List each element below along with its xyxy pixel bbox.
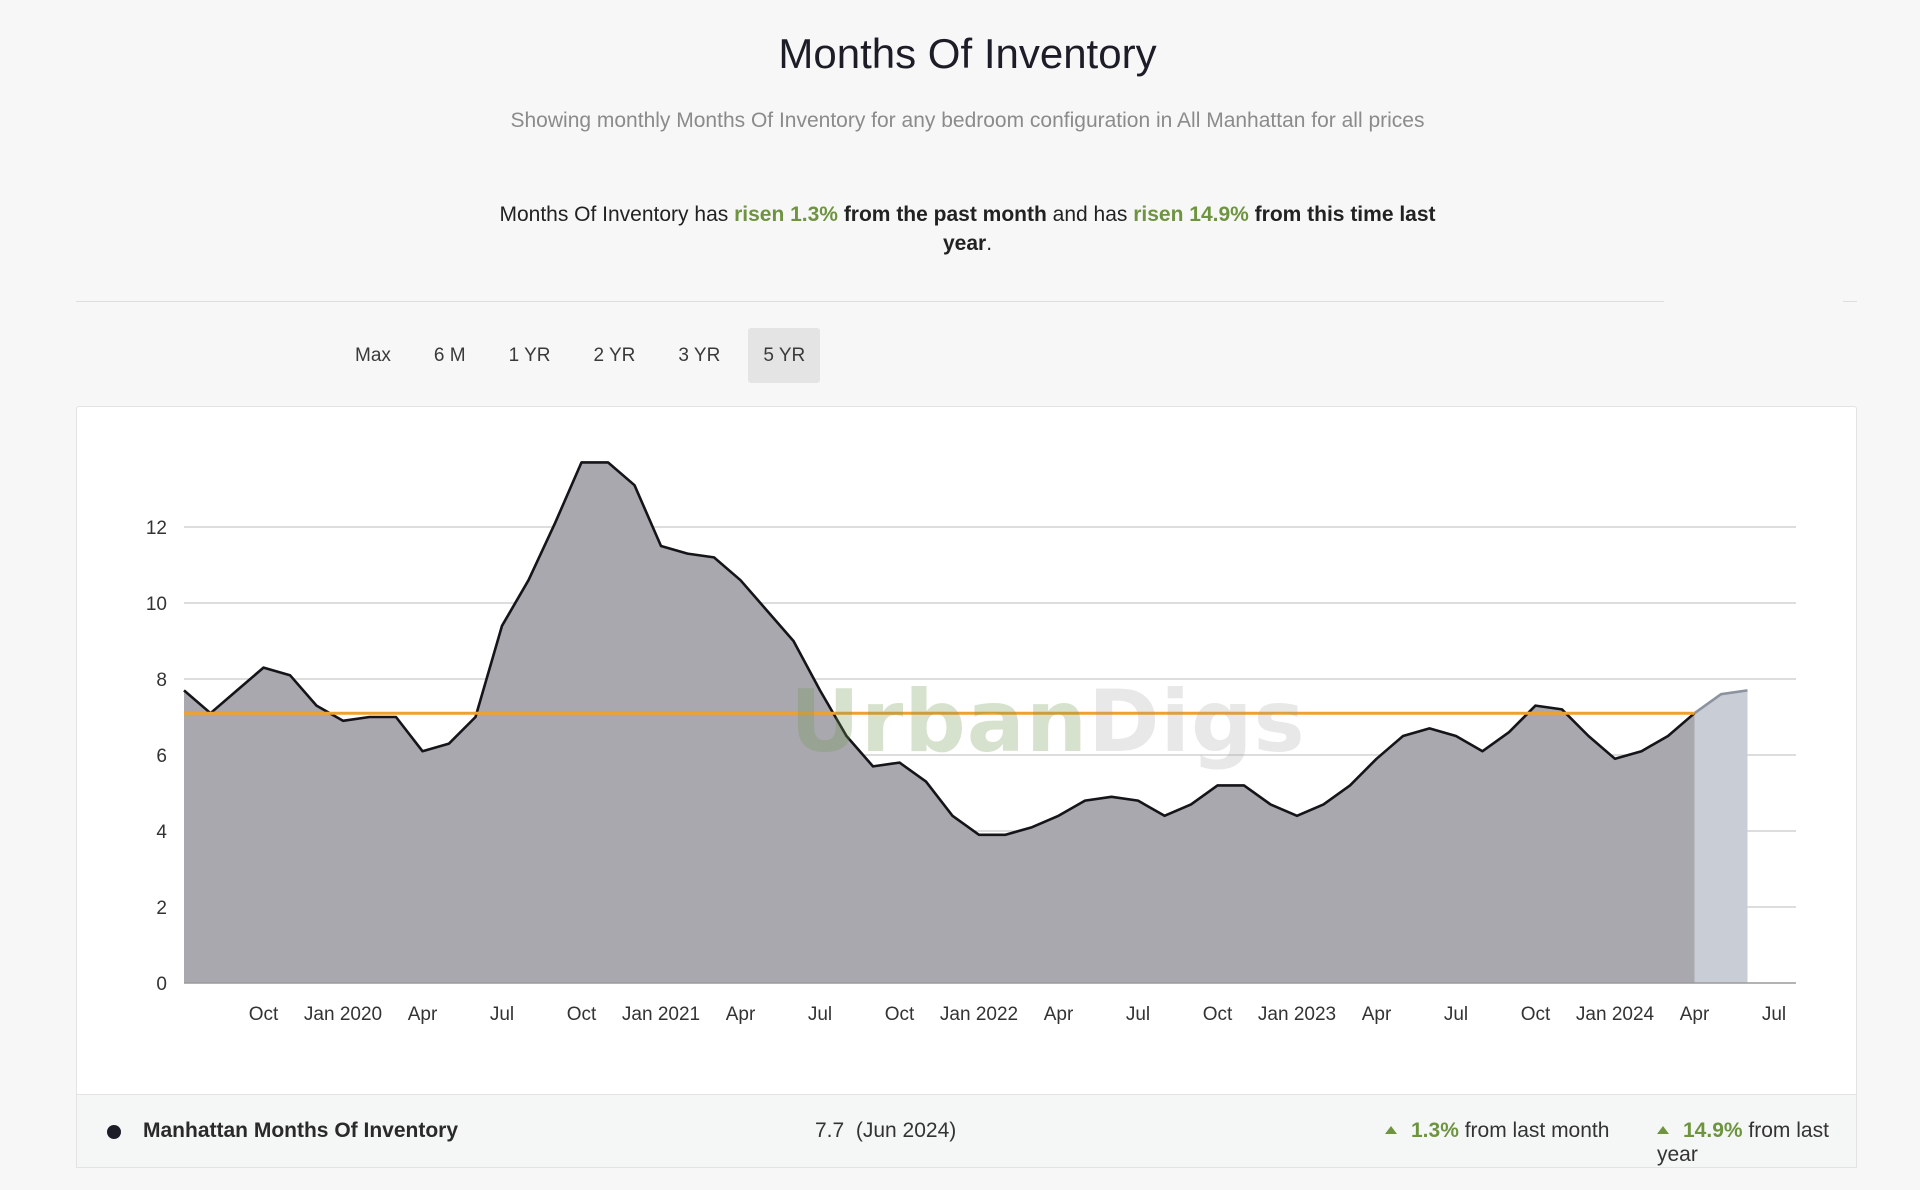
x-tick-label: Jan 2024 xyxy=(1576,1004,1655,1025)
watermark-part-1: Urban xyxy=(790,672,1089,772)
watermark-part-2: Digs xyxy=(1088,672,1306,772)
x-tick-label: Jul xyxy=(1762,1004,1786,1025)
tab-5yr[interactable]: 5 YR xyxy=(748,328,821,383)
x-tick-label: Jan 2022 xyxy=(940,1004,1018,1025)
x-tick-label: Jul xyxy=(490,1004,514,1025)
summary-period-month: from the past month xyxy=(837,203,1047,226)
y-tick-label: 0 xyxy=(156,974,167,995)
legend-series-name[interactable]: Manhattan Months Of Inventory xyxy=(143,1119,458,1142)
legend-month-change: 1.3% from last month xyxy=(1385,1119,1609,1143)
x-tick-label: Apr xyxy=(726,1004,756,1025)
legend-month-text: from last month xyxy=(1464,1119,1610,1142)
x-tick-label: Jan 2020 xyxy=(304,1004,382,1025)
y-tick-label: 8 xyxy=(156,670,167,691)
legend-month-pct: 1.3% xyxy=(1411,1119,1459,1142)
tab-6m[interactable]: 6 M xyxy=(433,345,466,366)
y-tick-label: 6 xyxy=(156,746,167,767)
legend-current-value: 7.7 (Jun 2024) xyxy=(815,1119,956,1143)
month-change-text: risen 1.3% xyxy=(734,203,838,226)
legend-value-date: (Jun 2024) xyxy=(855,1119,957,1142)
x-tick-label: Apr xyxy=(408,1004,438,1025)
x-tick-label: Apr xyxy=(1362,1004,1392,1025)
tab-2yr[interactable]: 2 YR xyxy=(593,345,636,366)
up-triangle-icon xyxy=(1385,1126,1397,1134)
change-summary: Months Of Inventory has risen 1.3% from … xyxy=(490,200,1445,258)
tab-max[interactable]: Max xyxy=(355,345,391,366)
y-tick-label: 12 xyxy=(146,518,167,539)
summary-text: Months Of Inventory has xyxy=(499,203,735,226)
tab-3yr[interactable]: 3 YR xyxy=(678,345,721,366)
legend-value: 7.7 xyxy=(815,1119,845,1142)
x-tick-label: Apr xyxy=(1044,1004,1074,1025)
x-tick-label: Jan 2023 xyxy=(1258,1004,1336,1025)
x-tick-label: Jul xyxy=(1126,1004,1150,1025)
series-dot-icon xyxy=(107,1125,121,1139)
page-title: Months Of Inventory xyxy=(778,30,1157,77)
y-tick-label: 4 xyxy=(156,822,167,843)
header-divider-right xyxy=(1843,301,1857,302)
legend-year-change: 14.9% from last year xyxy=(1657,1119,1856,1167)
x-tick-label: Apr xyxy=(1680,1004,1710,1025)
x-tick-label: Jul xyxy=(808,1004,832,1025)
y-tick-label: 10 xyxy=(146,594,167,615)
page-subtitle: Showing monthly Months Of Inventory for … xyxy=(510,109,1425,132)
legend-bar: Manhattan Months Of Inventory 7.7 (Jun 2… xyxy=(76,1094,1857,1168)
x-tick-label: Oct xyxy=(567,1004,597,1025)
x-tick-label: Oct xyxy=(885,1004,915,1025)
tab-1yr[interactable]: 1 YR xyxy=(508,345,551,366)
summary-period-year: from this time last year xyxy=(942,203,1436,255)
summary-text-2: and has xyxy=(1046,203,1134,226)
series-area xyxy=(184,462,1695,983)
x-tick-label: Oct xyxy=(1521,1004,1551,1025)
forecast-area xyxy=(1694,690,1748,983)
forecast-line xyxy=(1693,689,1748,715)
up-triangle-icon xyxy=(1657,1126,1669,1134)
x-tick-label: Oct xyxy=(249,1004,279,1025)
header-divider xyxy=(76,301,1664,302)
x-tick-label: Jan 2021 xyxy=(622,1004,700,1025)
urbandigs-watermark: UrbanDigs xyxy=(790,672,1306,772)
inventory-chart: 0 2 4 6 8 10 12 Oct Jan 2020 Apr Jul Oct Jan 2021 Apr… xyxy=(146,461,1796,1025)
series-line xyxy=(183,461,1696,837)
year-change-text: risen 14.9% xyxy=(1133,203,1249,226)
x-tick-label: Oct xyxy=(1203,1004,1233,1025)
legend-year-pct: 14.9% xyxy=(1683,1119,1743,1142)
range-tabs: Max 6 M 1 YR 2 YR 3 YR 5 YR xyxy=(340,328,833,383)
legend-year-text: from last year xyxy=(1657,1119,1829,1166)
summary-end: . xyxy=(986,232,993,255)
y-tick-label: 2 xyxy=(156,898,167,919)
x-tick-label: Jul xyxy=(1444,1004,1468,1025)
